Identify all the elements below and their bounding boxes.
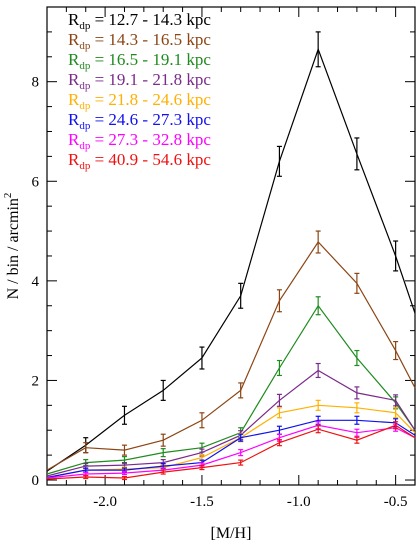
legend-subscript: dp — [79, 20, 91, 32]
legend-range: = 14.3 - 16.5 kpc — [90, 30, 211, 49]
y-tick-label: 6 — [32, 174, 40, 190]
y-tick-label: 0 — [32, 473, 40, 489]
series-3 — [46, 296, 416, 475]
legend-subscript: dp — [79, 40, 91, 52]
series-1 — [46, 31, 416, 472]
legend-r: R — [68, 10, 80, 29]
legend-subscript: dp — [79, 140, 91, 152]
y-axis-label: N / bin / arcmin2 — [2, 193, 22, 300]
legend-r: R — [68, 130, 80, 149]
legend-entry-3: Rdp = 16.5 - 19.1 kpc — [68, 50, 211, 72]
y-axis-label-group: N / bin / arcmin2 — [2, 193, 22, 300]
legend-range: = 16.5 - 19.1 kpc — [90, 50, 211, 69]
legend-range: = 19.1 - 21.8 kpc — [90, 70, 211, 89]
legend-range: = 27.3 - 32.8 kpc — [90, 130, 211, 149]
legend-entry-1: Rdp = 12.7 - 14.3 kpc — [68, 10, 211, 32]
legend-entry-6: Rdp = 24.6 - 27.3 kpc — [68, 110, 211, 132]
series-2 — [46, 230, 416, 471]
legend-subscript: dp — [79, 100, 91, 112]
y-axis-label-main: N / bin / arcmin — [5, 198, 22, 299]
series-layer — [46, 31, 416, 481]
series-line — [46, 424, 416, 480]
legend-entry-8: Rdp = 40.9 - 54.6 kpc — [68, 150, 211, 172]
legend-r: R — [68, 70, 80, 89]
legend-r: R — [68, 150, 80, 169]
x-tick-label: -0.5 — [384, 494, 408, 510]
x-axis-label: [M/H] — [211, 525, 252, 542]
y-tick-label: 2 — [32, 373, 40, 389]
legend-range: = 24.6 - 27.3 kpc — [90, 110, 211, 129]
axis-ticks — [46, 7, 416, 485]
series-4 — [46, 362, 416, 477]
x-tick-label: -1.5 — [190, 494, 214, 510]
legend-entry-5: Rdp = 21.8 - 24.6 kpc — [68, 90, 211, 112]
series-6 — [46, 415, 416, 479]
legend-entry-4: Rdp = 19.1 - 21.8 kpc — [68, 70, 211, 92]
series-line — [46, 369, 416, 477]
legend-r: R — [68, 110, 80, 129]
tick-labels: -2.0 -1.5 -1.0 -0.5 0 2 4 6 8 — [32, 75, 408, 510]
x-tick-label: -1.0 — [287, 494, 311, 510]
y-tick-label: 8 — [32, 75, 40, 91]
legend-r: R — [68, 50, 80, 69]
legend-r: R — [68, 90, 80, 109]
legend-subscript: dp — [79, 160, 91, 172]
legend-subscript: dp — [79, 80, 91, 92]
plot-frame — [46, 6, 416, 486]
legend-r: R — [68, 30, 80, 49]
series-line — [46, 404, 416, 479]
legend-range: = 21.8 - 24.6 kpc — [90, 90, 211, 109]
x-tick-label: -2.0 — [93, 494, 117, 510]
series-8 — [46, 421, 416, 481]
legend-subscript: dp — [79, 60, 91, 72]
legend-entry-7: Rdp = 27.3 - 32.8 kpc — [68, 130, 211, 152]
legend-entry-2: Rdp = 14.3 - 16.5 kpc — [68, 30, 211, 52]
y-tick-label: 4 — [32, 274, 40, 290]
legend-subscript: dp — [79, 120, 91, 132]
legend-range: = 12.7 - 14.3 kpc — [90, 10, 211, 29]
legend-range: = 40.9 - 54.6 kpc — [90, 150, 211, 169]
y-axis-label-sup: 2 — [2, 193, 14, 199]
